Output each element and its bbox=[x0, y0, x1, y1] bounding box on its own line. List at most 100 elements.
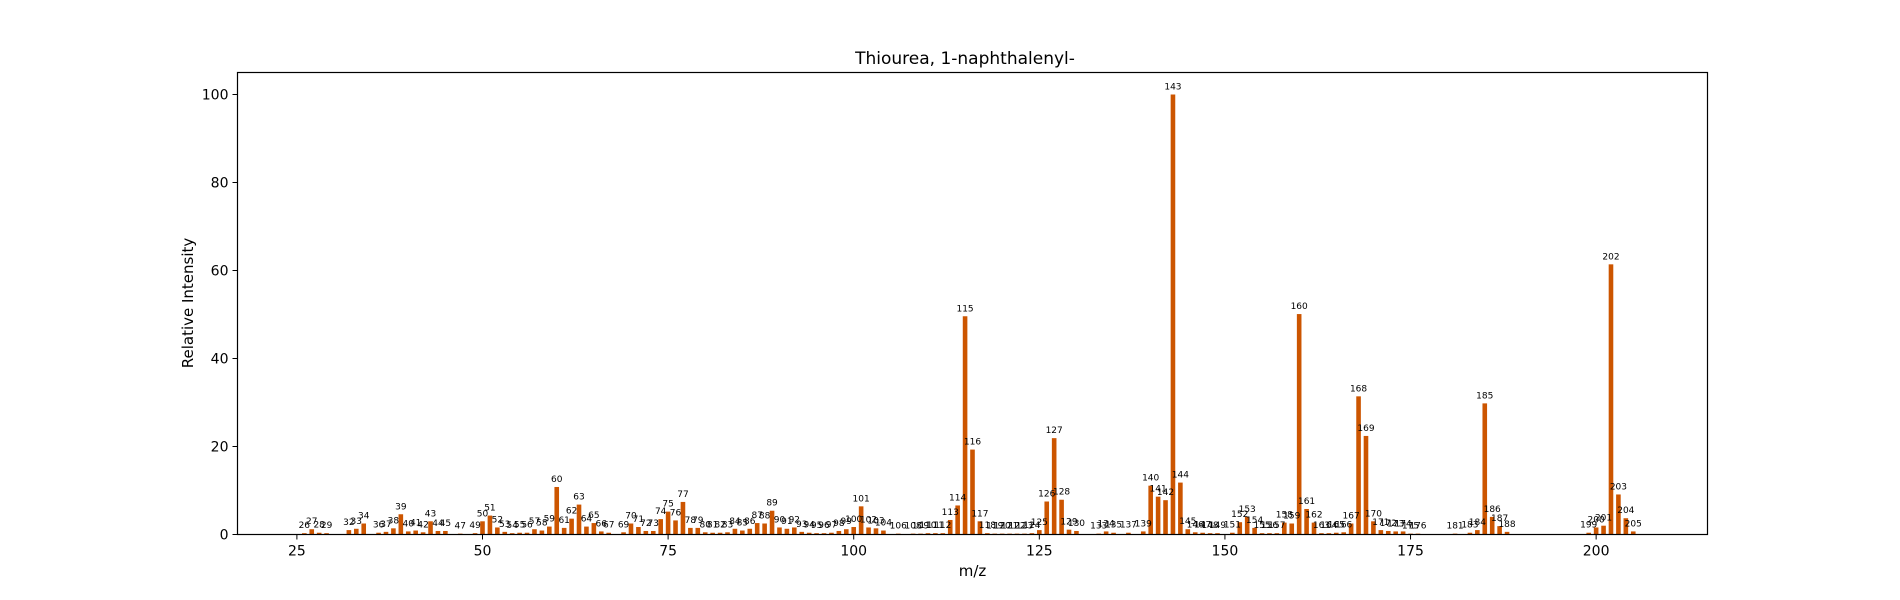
bar-mz-160 bbox=[1296, 314, 1302, 535]
bar-mz-153 bbox=[1244, 516, 1250, 535]
data-label-mz-76: 76 bbox=[670, 508, 682, 518]
data-label-mz-173: 173 bbox=[1387, 519, 1404, 529]
data-label-mz-26: 26 bbox=[299, 521, 311, 531]
data-label-mz-91: 91 bbox=[781, 517, 792, 527]
bar-mz-63 bbox=[576, 504, 582, 535]
data-label-mz-49: 49 bbox=[469, 521, 481, 531]
bar-mz-32 bbox=[346, 530, 352, 535]
bar-mz-115 bbox=[962, 316, 968, 535]
bar-mz-26 bbox=[302, 533, 307, 535]
bar-mz-78 bbox=[688, 527, 693, 535]
data-label-mz-77: 77 bbox=[677, 490, 688, 500]
bar-mz-41 bbox=[413, 530, 418, 535]
data-label-mz-36: 36 bbox=[373, 521, 385, 531]
data-label-mz-81: 81 bbox=[707, 521, 718, 531]
plot-area-frame bbox=[236, 71, 1709, 536]
bar-mz-168 bbox=[1356, 396, 1361, 535]
bar-mz-98 bbox=[836, 530, 842, 535]
bar-mz-29 bbox=[324, 533, 329, 535]
bar-mz-61 bbox=[561, 527, 567, 535]
data-label-mz-135: 135 bbox=[1105, 521, 1122, 531]
x-tick-label: 100 bbox=[840, 544, 867, 560]
bar-mz-130 bbox=[1074, 530, 1079, 535]
data-label-mz-60: 60 bbox=[551, 475, 563, 485]
data-label-mz-155: 155 bbox=[1253, 521, 1270, 531]
x-tick-label: 150 bbox=[1212, 544, 1239, 560]
bar-mz-96 bbox=[821, 533, 827, 535]
bar-mz-66 bbox=[598, 531, 604, 535]
data-label-mz-162: 162 bbox=[1305, 511, 1322, 521]
bar-mz-114 bbox=[955, 505, 960, 535]
bar-mz-143 bbox=[1170, 94, 1176, 535]
data-label-mz-87: 87 bbox=[751, 511, 762, 521]
bar-mz-36 bbox=[376, 532, 381, 535]
bar-mz-116 bbox=[970, 449, 975, 535]
y-axis-ticks: 0 20 40 60 80 100 bbox=[202, 88, 238, 544]
bar-mz-54 bbox=[509, 533, 515, 535]
bar-mz-140 bbox=[1148, 485, 1153, 535]
bar-mz-169 bbox=[1363, 435, 1369, 535]
bar-mz-185 bbox=[1482, 403, 1488, 535]
bar-mz-186 bbox=[1489, 516, 1495, 535]
data-label-mz-145: 145 bbox=[1179, 517, 1196, 527]
data-label-mz-126: 126 bbox=[1038, 490, 1055, 500]
data-label-mz-204: 204 bbox=[1617, 506, 1634, 516]
bar-mz-55 bbox=[517, 532, 522, 535]
bar-mz-75 bbox=[665, 511, 671, 535]
data-label-mz-166: 166 bbox=[1335, 520, 1352, 530]
data-label-mz-100: 100 bbox=[845, 515, 862, 525]
data-label-mz-133: 133 bbox=[1090, 522, 1107, 532]
data-label-mz-121: 121 bbox=[1001, 522, 1018, 532]
data-label-mz-109: 109 bbox=[912, 522, 929, 532]
data-label-mz-137: 137 bbox=[1120, 521, 1137, 531]
bar-mz-51 bbox=[487, 515, 493, 535]
bar-mz-84 bbox=[732, 528, 738, 535]
bar-mz-70 bbox=[628, 523, 634, 535]
bar-mz-167 bbox=[1348, 523, 1354, 535]
bar-mz-103 bbox=[873, 528, 879, 535]
bar-mz-38 bbox=[391, 528, 396, 535]
data-label-mz-101: 101 bbox=[853, 494, 870, 504]
bar-mz-148 bbox=[1207, 533, 1213, 535]
data-label-mz-165: 165 bbox=[1328, 521, 1345, 531]
bar-mz-203 bbox=[1616, 494, 1621, 535]
bar-mz-57 bbox=[532, 529, 537, 535]
data-label-mz-51: 51 bbox=[484, 504, 495, 514]
bar-mz-85 bbox=[740, 530, 745, 535]
bar-mz-172 bbox=[1385, 530, 1391, 535]
y-axis-label: Relative Intensity bbox=[179, 238, 197, 369]
bar-mz-128 bbox=[1059, 499, 1064, 535]
bar-mz-129 bbox=[1066, 529, 1072, 535]
bar-mz-159 bbox=[1289, 523, 1295, 535]
data-label-mz-116: 116 bbox=[964, 438, 981, 448]
bar-mz-73 bbox=[650, 530, 656, 535]
data-label-mz-117: 117 bbox=[971, 509, 988, 519]
bar-mz-77 bbox=[680, 501, 686, 535]
bar-mz-162 bbox=[1311, 522, 1317, 535]
bar-mz-43 bbox=[428, 521, 433, 535]
data-label-mz-61: 61 bbox=[558, 516, 569, 526]
data-label-mz-188: 188 bbox=[1498, 520, 1515, 530]
bar-mz-205 bbox=[1630, 531, 1636, 535]
data-label-mz-57: 57 bbox=[529, 517, 540, 527]
data-label-mz-106: 106 bbox=[890, 522, 907, 532]
y-tick-label: 60 bbox=[211, 264, 229, 280]
bar-mz-65 bbox=[591, 523, 597, 535]
data-label-mz-124: 124 bbox=[1023, 521, 1040, 531]
bar-mz-110 bbox=[925, 533, 931, 535]
bar-mz-152 bbox=[1237, 522, 1243, 535]
data-label-mz-123: 123 bbox=[1016, 522, 1033, 532]
bar-mz-144 bbox=[1178, 482, 1183, 535]
data-label-mz-113: 113 bbox=[942, 508, 959, 518]
x-axis-label: m/z bbox=[959, 562, 987, 580]
data-label-mz-159: 159 bbox=[1283, 512, 1300, 522]
data-label-mz-167: 167 bbox=[1343, 512, 1360, 522]
data-label-mz-56: 56 bbox=[521, 521, 533, 531]
bar-mz-188 bbox=[1504, 531, 1510, 535]
data-label-mz-65: 65 bbox=[588, 511, 599, 521]
data-label-mz-200: 200 bbox=[1588, 515, 1605, 525]
data-label-mz-71: 71 bbox=[633, 515, 644, 525]
data-label-mz-92: 92 bbox=[789, 515, 800, 525]
data-label-mz-74: 74 bbox=[655, 507, 667, 517]
